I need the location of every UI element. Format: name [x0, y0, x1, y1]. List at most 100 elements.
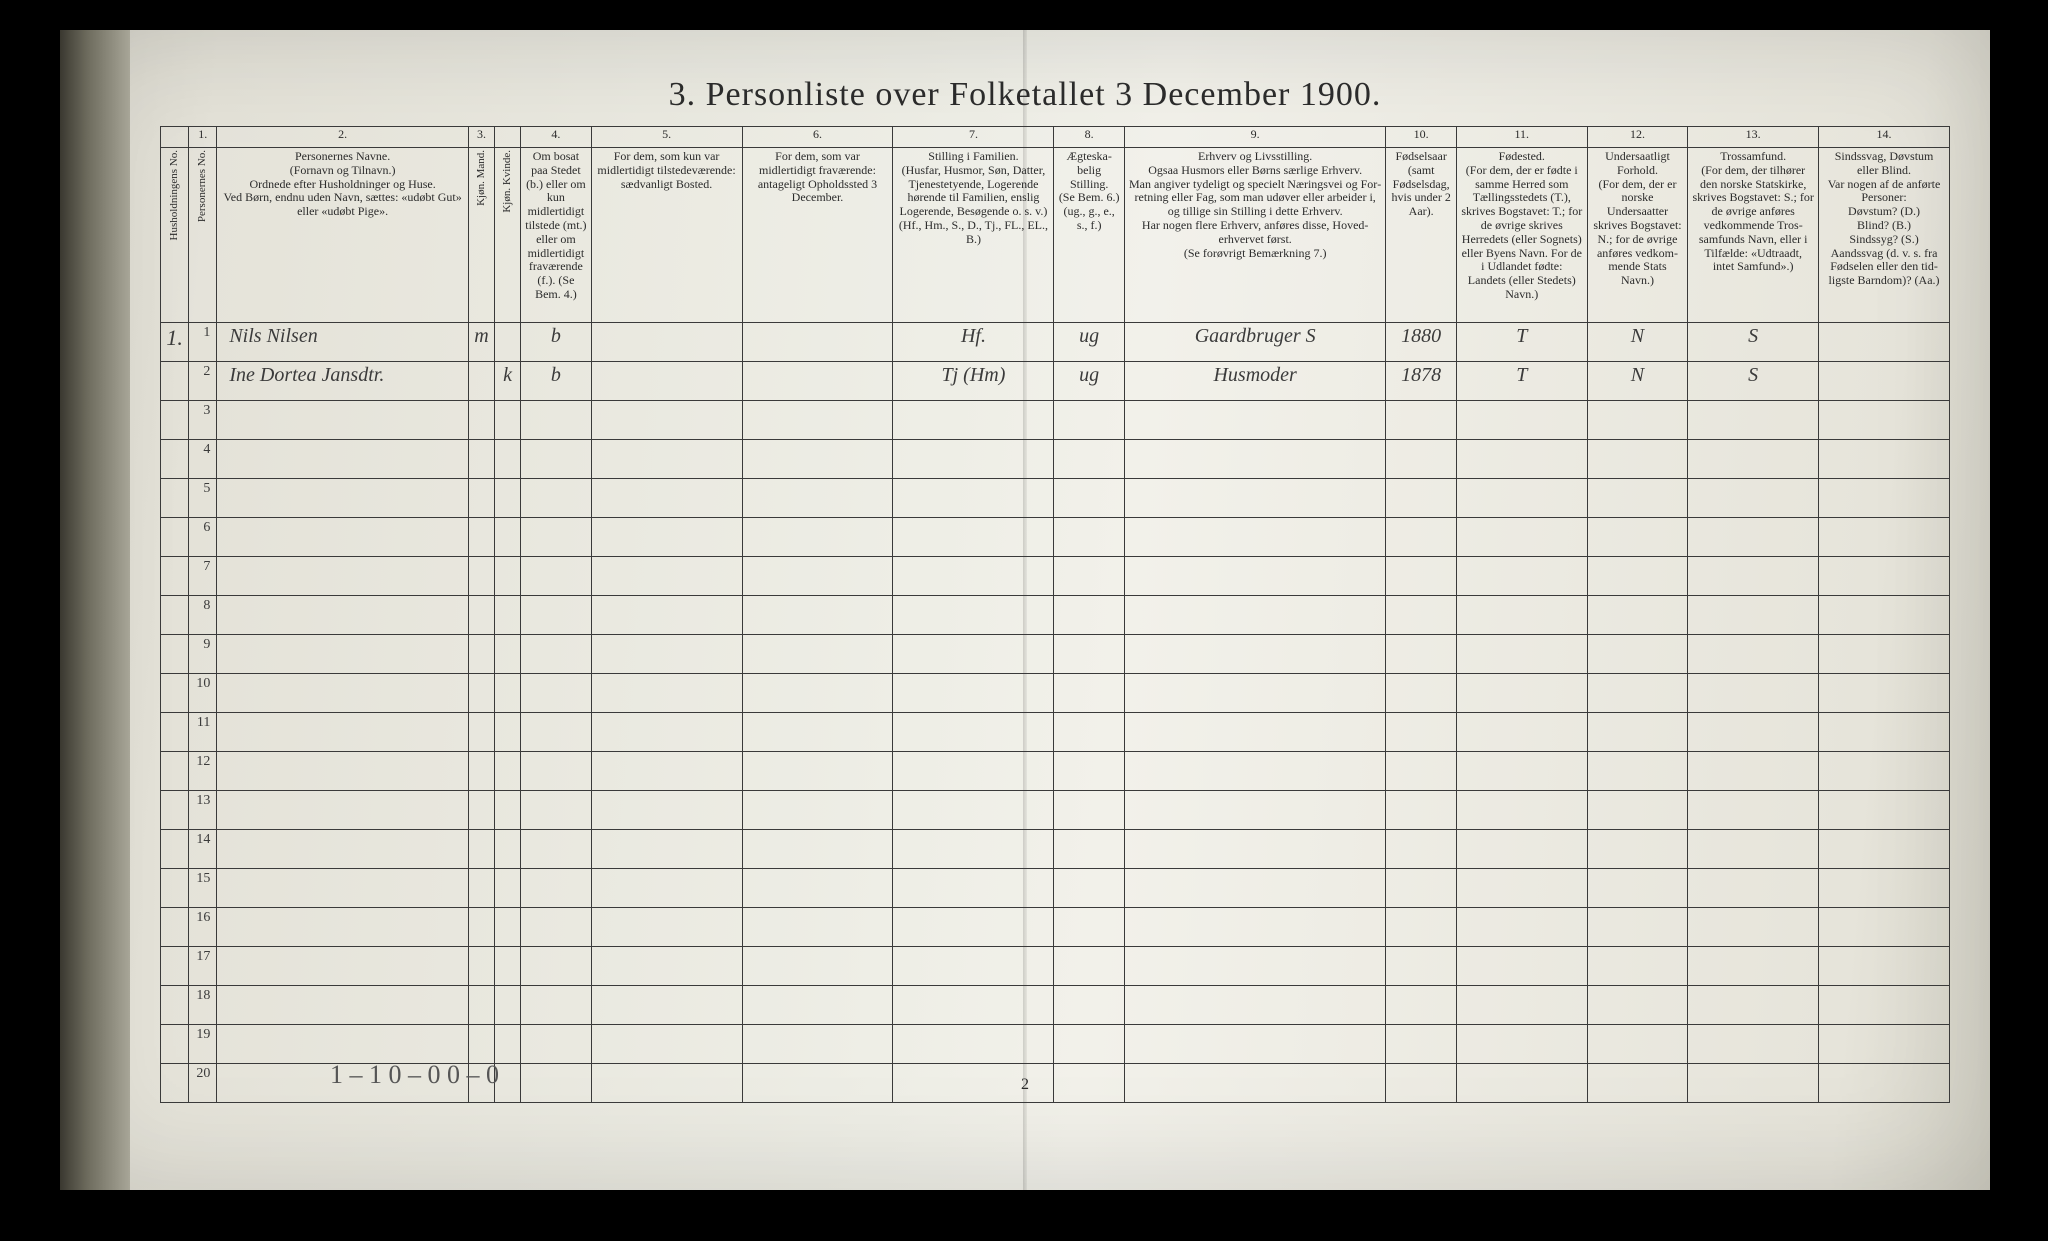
census-table: 1.2.3.4.5.6.7.8.9.10.11.12.13.14. Hushol…: [160, 126, 1950, 1103]
cell-hh: [161, 830, 189, 869]
cell-rel: S: [1688, 323, 1819, 362]
cell-hh: [161, 440, 189, 479]
cell-res: [521, 752, 591, 791]
cell-sex_k: [495, 557, 521, 596]
cell-mar: [1054, 635, 1124, 674]
cell-res: [521, 1064, 591, 1103]
cell-rel: [1688, 908, 1819, 947]
cell-fam: Hf.: [893, 323, 1054, 362]
cell-birth: [1386, 479, 1456, 518]
cell-fam: [893, 401, 1054, 440]
cell-nat: N: [1587, 323, 1688, 362]
cell-c5: [591, 1025, 742, 1064]
cell-name: [217, 869, 469, 908]
column-number: 10.: [1386, 127, 1456, 148]
cell-bplace: [1456, 401, 1587, 440]
cell-sex_k: [495, 752, 521, 791]
cell-sex_k: [495, 713, 521, 752]
column-number: 8.: [1054, 127, 1124, 148]
cell-sex_k: [495, 830, 521, 869]
cell-fam: [893, 1025, 1054, 1064]
cell-nat: [1587, 635, 1688, 674]
cell-rel: [1688, 947, 1819, 986]
cell-fam: [893, 518, 1054, 557]
cell-rel: [1688, 1025, 1819, 1064]
cell-nat: [1587, 440, 1688, 479]
cell-rel: [1688, 557, 1819, 596]
cell-c6: [742, 362, 893, 401]
column-number: [495, 127, 521, 148]
cell-rel: [1688, 479, 1819, 518]
cell-fam: [893, 986, 1054, 1025]
cell-bplace: [1456, 713, 1587, 752]
cell-c6: [742, 986, 893, 1025]
cell-dis: [1819, 323, 1950, 362]
cell-mar: [1054, 713, 1124, 752]
cell-nat: [1587, 1064, 1688, 1103]
cell-c6: [742, 908, 893, 947]
cell-rel: [1688, 518, 1819, 557]
cell-mar: [1054, 869, 1124, 908]
table-row: 11: [161, 713, 1950, 752]
cell-birth: 1878: [1386, 362, 1456, 401]
cell-bplace: [1456, 791, 1587, 830]
book-spine: [60, 30, 130, 1190]
cell-dis: [1819, 674, 1950, 713]
cell-name: [217, 635, 469, 674]
cell-birth: [1386, 830, 1456, 869]
cell-fam: Tj (Hm): [893, 362, 1054, 401]
cell-dis: [1819, 869, 1950, 908]
cell-sex_m: [468, 557, 494, 596]
cell-occ: [1124, 401, 1386, 440]
cell-occ: [1124, 830, 1386, 869]
cell-no: 5: [189, 479, 217, 518]
footer-tally: 1 – 1 0 – 0 0 – 0: [330, 1060, 499, 1090]
cell-occ: [1124, 908, 1386, 947]
cell-no: 19: [189, 1025, 217, 1064]
column-number: 1.: [189, 127, 217, 148]
cell-rel: [1688, 440, 1819, 479]
cell-occ: [1124, 713, 1386, 752]
cell-rel: [1688, 869, 1819, 908]
cell-c5: [591, 752, 742, 791]
cell-mar: [1054, 440, 1124, 479]
cell-bplace: [1456, 557, 1587, 596]
cell-hh: [161, 869, 189, 908]
column-header: Kjøn. Kvinde.: [495, 148, 521, 323]
cell-hh: 1.: [161, 323, 189, 362]
cell-mar: [1054, 401, 1124, 440]
cell-fam: [893, 713, 1054, 752]
table-row: 4: [161, 440, 1950, 479]
cell-sex_k: [495, 518, 521, 557]
cell-no: 11: [189, 713, 217, 752]
cell-sex_m: [468, 362, 494, 401]
cell-birth: [1386, 713, 1456, 752]
cell-sex_m: m: [468, 323, 494, 362]
cell-fam: [893, 869, 1054, 908]
cell-bplace: [1456, 635, 1587, 674]
page-title: 3. Personliste over Folketallet 3 Decemb…: [60, 76, 1990, 114]
table-row: 8: [161, 596, 1950, 635]
cell-nat: [1587, 557, 1688, 596]
cell-occ: [1124, 635, 1386, 674]
cell-bplace: [1456, 869, 1587, 908]
cell-name: [217, 440, 469, 479]
cell-bplace: [1456, 1025, 1587, 1064]
cell-nat: [1587, 869, 1688, 908]
cell-sex_k: [495, 479, 521, 518]
cell-occ: [1124, 869, 1386, 908]
cell-bplace: [1456, 674, 1587, 713]
cell-hh: [161, 479, 189, 518]
cell-hh: [161, 362, 189, 401]
column-header: Trossamfund. (For dem, der tilhører den …: [1688, 148, 1819, 323]
cell-rel: [1688, 401, 1819, 440]
column-header-row: Husholdningens No.Personernes No.Persone…: [161, 148, 1950, 323]
column-header: Personernes No.: [189, 148, 217, 323]
cell-rel: [1688, 596, 1819, 635]
cell-dis: [1819, 908, 1950, 947]
cell-fam: [893, 752, 1054, 791]
cell-fam: [893, 440, 1054, 479]
cell-sex_k: [495, 596, 521, 635]
cell-bplace: [1456, 440, 1587, 479]
cell-sex_m: [468, 518, 494, 557]
